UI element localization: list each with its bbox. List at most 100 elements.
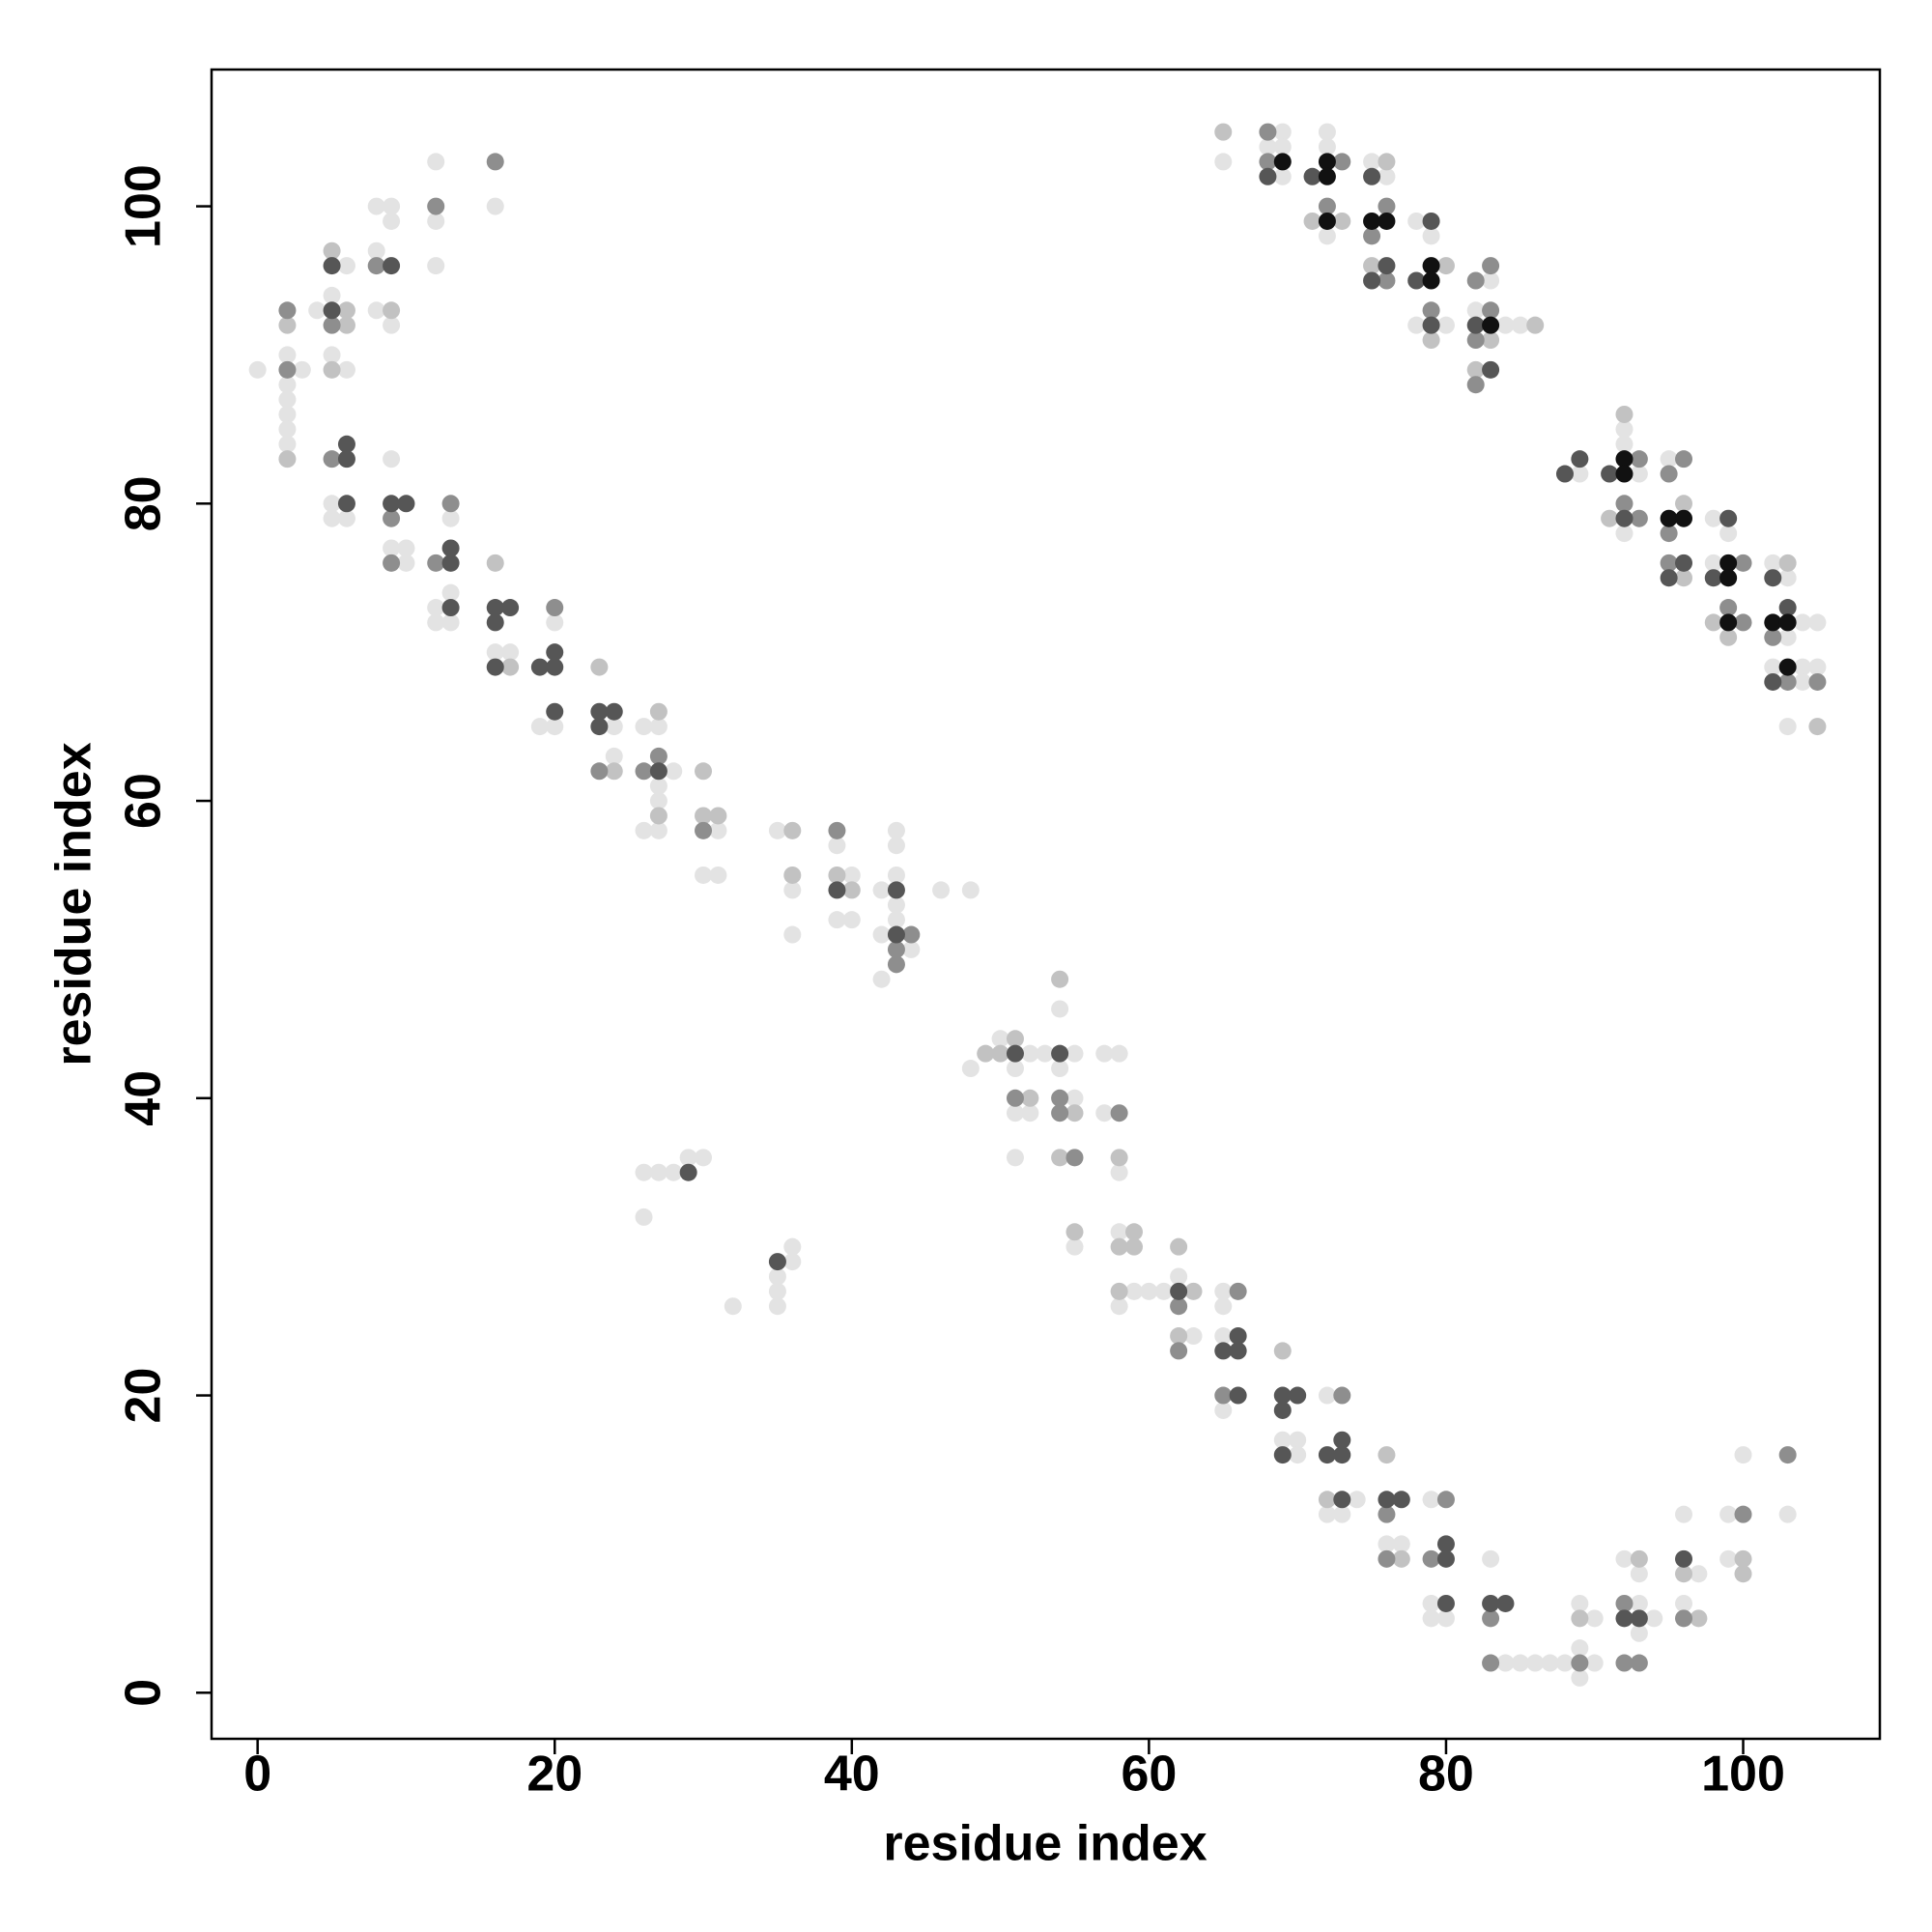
point — [486, 643, 504, 662]
point — [383, 450, 401, 469]
point — [1422, 316, 1440, 334]
point — [768, 1253, 786, 1271]
point — [1021, 1044, 1039, 1063]
point — [1378, 197, 1396, 215]
point — [546, 613, 564, 632]
point — [961, 881, 980, 899]
point — [367, 197, 385, 215]
point — [1318, 1386, 1336, 1405]
point — [1259, 123, 1277, 141]
point — [441, 583, 460, 602]
point — [1436, 257, 1455, 275]
point — [1482, 1609, 1500, 1628]
point — [1363, 271, 1381, 290]
point — [887, 821, 905, 839]
point — [1778, 599, 1797, 617]
point — [1273, 1431, 1292, 1449]
point — [1436, 1594, 1455, 1612]
point — [1110, 1044, 1128, 1063]
point — [1214, 1342, 1233, 1360]
point — [1259, 153, 1277, 171]
point — [1170, 1237, 1188, 1256]
point — [1065, 1237, 1084, 1256]
point — [1630, 1609, 1648, 1628]
point — [1778, 554, 1797, 572]
point — [1660, 509, 1678, 527]
point — [1125, 1282, 1144, 1300]
point — [323, 360, 341, 379]
point — [1333, 1505, 1351, 1523]
point — [530, 658, 549, 676]
point — [590, 658, 609, 676]
point — [1630, 465, 1648, 483]
point — [1318, 138, 1336, 156]
point — [1110, 1104, 1128, 1122]
point — [1719, 599, 1738, 617]
point — [709, 866, 727, 884]
point — [1808, 613, 1827, 632]
point — [383, 495, 401, 513]
point — [649, 777, 668, 795]
point — [1436, 316, 1455, 334]
point — [1214, 123, 1233, 141]
point — [709, 821, 727, 839]
point — [337, 257, 355, 275]
point — [1555, 1654, 1574, 1672]
point — [1719, 569, 1738, 587]
point — [590, 762, 609, 781]
point — [1318, 227, 1336, 245]
point — [872, 881, 891, 899]
point — [1496, 1594, 1515, 1612]
point — [1170, 1297, 1188, 1316]
point — [887, 911, 905, 929]
point — [1615, 420, 1634, 439]
point — [337, 435, 355, 453]
point — [1615, 465, 1634, 483]
point — [1615, 450, 1634, 469]
point — [1214, 1282, 1233, 1300]
point — [546, 643, 564, 662]
point — [1170, 1267, 1188, 1286]
point — [1214, 153, 1233, 171]
point — [278, 450, 297, 469]
point — [1690, 1609, 1708, 1628]
point — [1466, 360, 1485, 379]
point — [1645, 1609, 1663, 1628]
point — [323, 301, 341, 320]
point — [1378, 1535, 1396, 1553]
point — [1422, 271, 1440, 290]
point — [278, 360, 297, 379]
point — [1764, 554, 1782, 572]
point — [441, 613, 460, 632]
point — [1466, 331, 1485, 350]
point — [1363, 153, 1381, 171]
point — [1422, 257, 1440, 275]
point — [1110, 1282, 1128, 1300]
point — [337, 509, 355, 527]
point — [649, 792, 668, 810]
point — [383, 316, 401, 334]
point — [1482, 1549, 1500, 1568]
point — [977, 1044, 995, 1063]
point — [1719, 525, 1738, 543]
point — [842, 881, 861, 899]
point — [1571, 1609, 1589, 1628]
point — [1392, 1535, 1410, 1553]
point — [1571, 450, 1589, 469]
point — [323, 257, 341, 275]
point — [1436, 1535, 1455, 1553]
point — [1675, 495, 1693, 513]
point — [278, 405, 297, 423]
point — [1601, 509, 1619, 527]
point — [1778, 613, 1797, 632]
point — [1719, 509, 1738, 527]
point — [1422, 227, 1440, 245]
point — [1273, 138, 1292, 156]
point — [1482, 331, 1500, 350]
point — [1289, 1446, 1307, 1464]
point — [1318, 212, 1336, 230]
point — [605, 702, 623, 721]
point — [783, 925, 802, 944]
point — [1571, 1668, 1589, 1687]
point — [1422, 1609, 1440, 1628]
